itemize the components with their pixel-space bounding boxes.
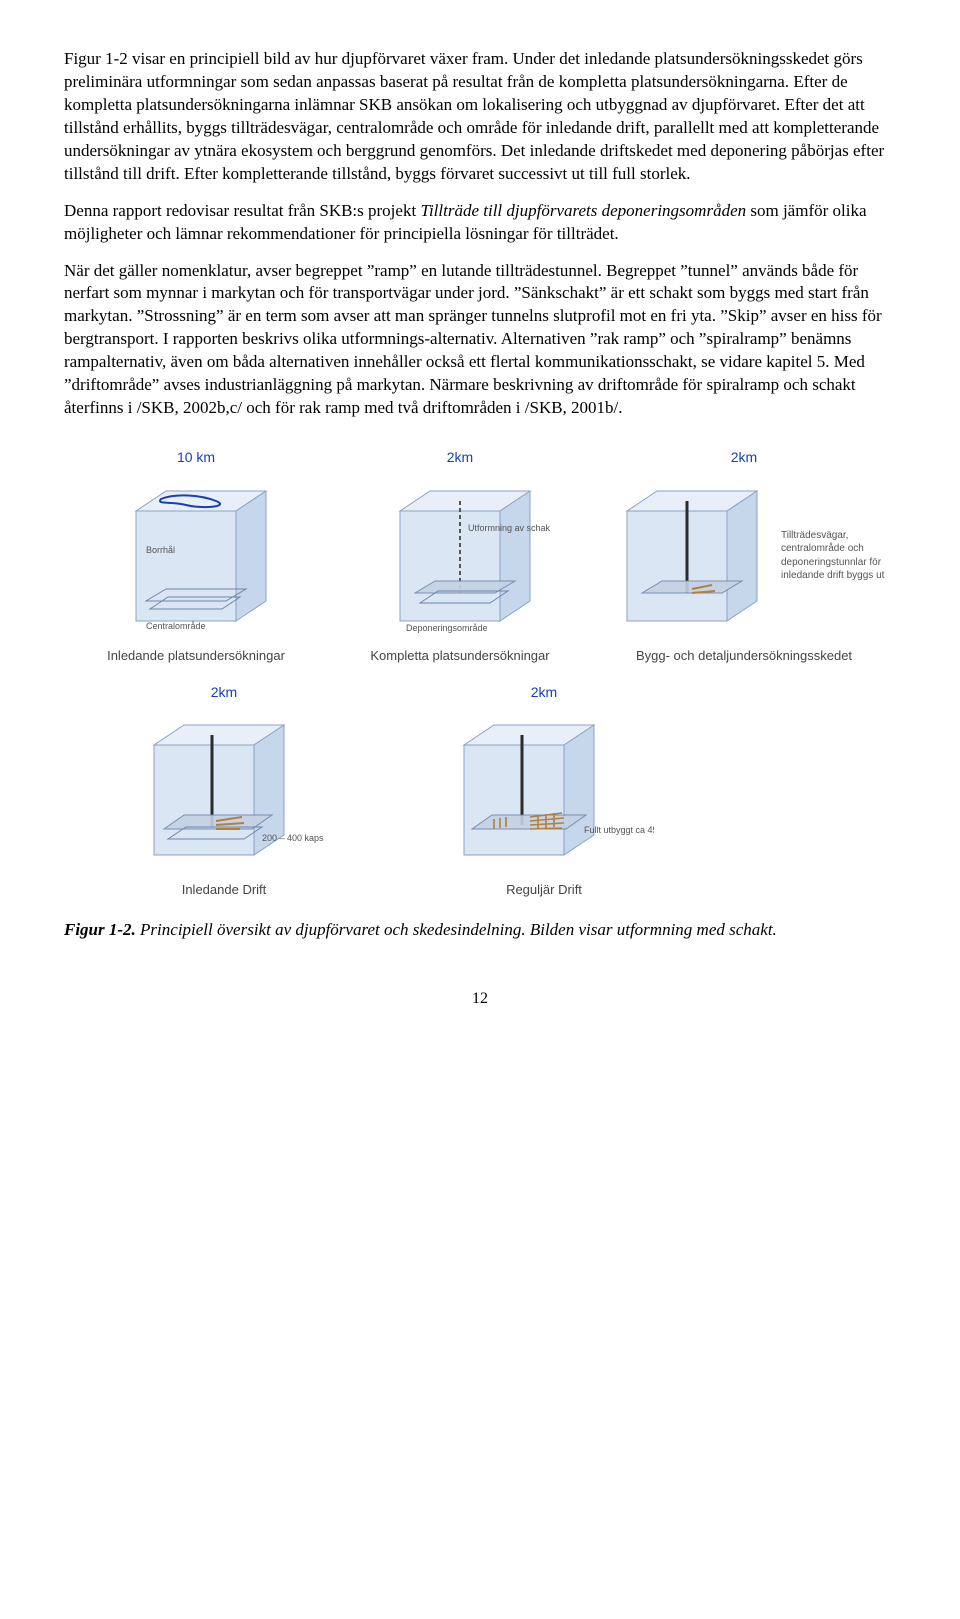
cube-3-side-label: Tillträdesvägar, centralområde och depon…	[781, 529, 891, 583]
cube-3: 2km Tillträdesvägar, centralområde och d…	[594, 448, 894, 664]
figure-caption-title: Figur 1-2.	[64, 920, 136, 939]
paragraph-2: Denna rapport redovisar resultat från SK…	[64, 200, 896, 246]
cube-1-label-b: Centralområde	[146, 621, 206, 631]
cube-4: 2km 200 – 400 kapslar deponeras Inledand…	[94, 683, 354, 899]
cube-row-1: 10 km Borrhål Centralområde Inledande pl…	[64, 448, 896, 664]
cube-1-svg: Borrhål Centralområde	[106, 471, 286, 641]
cube-4-note: 200 – 400 kapslar deponeras	[262, 833, 324, 843]
page-number: 12	[64, 988, 896, 1010]
p2-project-title: Tillträde till djupförvarets deponerings…	[420, 201, 746, 220]
cube-2-caption: Kompletta platsundersökningar	[370, 647, 549, 665]
figure-caption-body: Principiell översikt av djupförvaret och…	[136, 920, 777, 939]
cube-2-label-a: Utformning av schakt/ramp	[468, 523, 550, 533]
paragraph-1: Figur 1-2 visar en principiell bild av h…	[64, 48, 896, 186]
figure-caption: Figur 1-2. Principiell översikt av djupf…	[64, 919, 896, 942]
cube-4-svg: 200 – 400 kapslar deponeras	[124, 705, 324, 875]
cube-3-dim: 2km	[731, 448, 757, 467]
cube-2-svg: Utformning av schakt/ramp Deponeringsomr…	[370, 471, 550, 641]
cube-1-caption: Inledande platsundersökningar	[107, 647, 285, 665]
figure-1-2: 10 km Borrhål Centralområde Inledande pl…	[64, 448, 896, 942]
cube-1-label-a: Borrhål	[146, 545, 175, 555]
cube-3-svg	[597, 471, 777, 641]
cube-4-dim: 2km	[211, 683, 237, 702]
cube-4-caption: Inledande Drift	[182, 881, 267, 899]
cube-5-svg: Fullt utbyggt ca 4500 kapslar deponeras	[434, 705, 654, 875]
cube-5-dim: 2km	[531, 683, 557, 702]
cube-row-2: 2km 200 – 400 kapslar deponeras Inledand…	[64, 683, 896, 899]
cube-5-caption: Reguljär Drift	[506, 881, 582, 899]
cube-1: 10 km Borrhål Centralområde Inledande pl…	[66, 448, 326, 664]
cube-2: 2km Utformning av schakt/ramp Deponering…	[330, 448, 590, 664]
cube-3-caption: Bygg- och detaljundersökningsskedet	[636, 647, 852, 665]
cube-5-note: Fullt utbyggt ca 4500 kapslar deponeras	[584, 825, 654, 835]
paragraph-3: När det gäller nomenklatur, avser begrep…	[64, 260, 896, 421]
p2-lead: Denna rapport redovisar resultat från SK…	[64, 201, 420, 220]
cube-2-label-b: Deponeringsområde	[406, 623, 488, 633]
cube-5: 2km	[414, 683, 674, 899]
cube-1-dim: 10 km	[177, 448, 215, 467]
cube-2-dim: 2km	[447, 448, 473, 467]
